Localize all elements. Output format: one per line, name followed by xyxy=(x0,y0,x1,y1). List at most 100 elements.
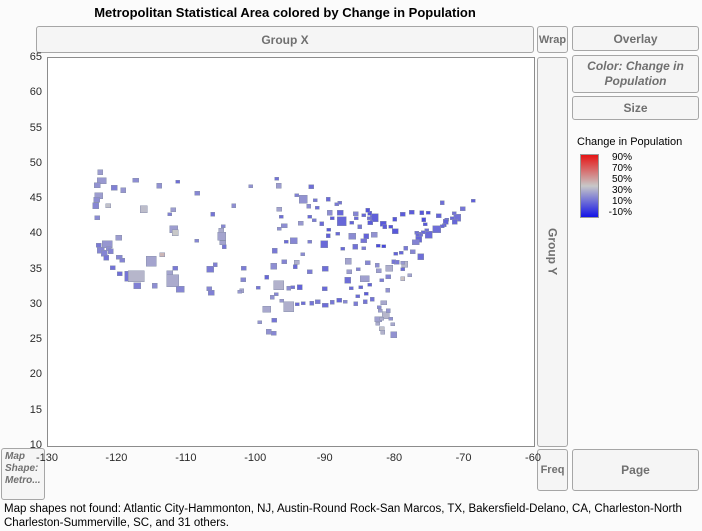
msa-shape[interactable] xyxy=(385,264,394,272)
msa-shape[interactable] xyxy=(364,292,369,296)
msa-shape[interactable] xyxy=(290,285,296,290)
msa-shape[interactable] xyxy=(378,308,383,313)
msa-shape[interactable] xyxy=(309,301,314,306)
msa-shape[interactable] xyxy=(217,231,226,241)
msa-shape[interactable] xyxy=(440,200,445,206)
msa-shape[interactable] xyxy=(294,193,300,197)
msa-shape[interactable] xyxy=(296,284,303,290)
msa-shape[interactable] xyxy=(385,308,391,313)
msa-shape[interactable] xyxy=(361,246,367,250)
msa-shape[interactable] xyxy=(435,213,442,218)
msa-shape[interactable] xyxy=(391,259,396,265)
msa-shape[interactable] xyxy=(417,253,425,260)
msa-shape[interactable] xyxy=(379,316,384,321)
msa-shape[interactable] xyxy=(274,176,279,181)
msa-shape[interactable] xyxy=(321,286,328,291)
msa-shape[interactable] xyxy=(460,206,466,211)
dropzone-size[interactable]: Size xyxy=(572,96,699,120)
msa-shape[interactable] xyxy=(110,265,116,270)
msa-shape[interactable] xyxy=(166,274,179,287)
msa-shape[interactable] xyxy=(421,217,426,222)
msa-shape[interactable] xyxy=(265,328,272,335)
msa-shape[interactable] xyxy=(281,259,287,264)
msa-shape[interactable] xyxy=(240,265,247,271)
msa-shape[interactable] xyxy=(426,210,431,215)
msa-shape[interactable] xyxy=(314,299,321,304)
msa-shape[interactable] xyxy=(388,224,393,229)
legend-color-gradient[interactable] xyxy=(580,154,599,218)
dropzone-map-shape[interactable]: Map Shape: Metro... xyxy=(1,448,45,500)
msa-shape[interactable] xyxy=(300,252,306,256)
msa-shape[interactable] xyxy=(115,255,123,260)
msa-shape[interactable] xyxy=(380,300,387,305)
msa-shape[interactable] xyxy=(410,249,416,254)
msa-shape[interactable] xyxy=(411,239,420,245)
msa-shape[interactable] xyxy=(349,286,354,290)
msa-shape[interactable] xyxy=(375,321,380,326)
msa-shape[interactable] xyxy=(231,203,237,208)
msa-shape[interactable] xyxy=(415,232,421,237)
msa-shape[interactable] xyxy=(107,248,114,254)
msa-shape[interactable] xyxy=(342,300,348,304)
msa-shape[interactable] xyxy=(380,329,386,335)
msa-shape[interactable] xyxy=(393,251,398,256)
msa-shape[interactable] xyxy=(392,217,397,222)
msa-shape[interactable] xyxy=(105,203,112,209)
msa-shape[interactable] xyxy=(311,218,317,223)
msa-shape[interactable] xyxy=(403,246,408,251)
msa-shape[interactable] xyxy=(390,322,395,326)
dropzone-group-y[interactable]: Group Y xyxy=(537,57,568,447)
msa-shape[interactable] xyxy=(408,209,415,215)
msa-shape[interactable] xyxy=(133,282,141,289)
msa-shape[interactable] xyxy=(286,286,292,291)
msa-shape[interactable] xyxy=(96,177,107,184)
msa-shape[interactable] xyxy=(271,318,278,323)
msa-shape[interactable] xyxy=(356,267,361,272)
msa-shape[interactable] xyxy=(292,264,298,270)
msa-shape[interactable] xyxy=(279,298,285,303)
msa-shape[interactable] xyxy=(167,212,173,216)
msa-shape[interactable] xyxy=(273,280,284,291)
msa-shape[interactable] xyxy=(280,223,288,228)
msa-shape[interactable] xyxy=(353,211,359,216)
msa-shape[interactable] xyxy=(93,197,100,203)
msa-shape[interactable] xyxy=(248,184,254,189)
msa-shape[interactable] xyxy=(344,276,352,284)
msa-shape[interactable] xyxy=(367,220,374,225)
msa-shape[interactable] xyxy=(119,258,126,263)
msa-shape[interactable] xyxy=(321,303,329,308)
msa-shape[interactable] xyxy=(367,283,373,287)
msa-shape[interactable] xyxy=(440,224,445,228)
msa-shape[interactable] xyxy=(400,267,406,272)
msa-shape[interactable] xyxy=(313,198,318,203)
msa-shape[interactable] xyxy=(166,270,173,276)
msa-shape[interactable] xyxy=(365,260,371,266)
msa-shape[interactable] xyxy=(327,209,333,216)
msa-shape[interactable] xyxy=(363,233,369,239)
msa-shape[interactable] xyxy=(294,259,300,265)
msa-shape[interactable] xyxy=(210,212,215,217)
msa-shape[interactable] xyxy=(314,205,320,210)
msa-shape[interactable] xyxy=(276,207,282,212)
msa-shape[interactable] xyxy=(94,182,101,188)
msa-shape[interactable] xyxy=(95,243,102,248)
msa-shape[interactable] xyxy=(381,244,387,248)
msa-shape[interactable] xyxy=(400,211,406,217)
msa-shape[interactable] xyxy=(103,255,109,261)
chart-title[interactable]: Metropolitan Statistical Area colored by… xyxy=(94,5,476,20)
msa-shape[interactable] xyxy=(319,221,324,226)
msa-shape[interactable] xyxy=(92,202,100,210)
msa-shape[interactable] xyxy=(264,275,270,280)
msa-shape[interactable] xyxy=(359,275,370,282)
msa-shape[interactable] xyxy=(355,294,360,299)
msa-shape[interactable] xyxy=(452,218,458,225)
msa-shape[interactable] xyxy=(306,203,311,209)
msa-shape[interactable] xyxy=(146,255,157,267)
msa-shape[interactable] xyxy=(156,182,162,189)
msa-shape[interactable] xyxy=(346,269,353,274)
msa-shape[interactable] xyxy=(194,239,200,243)
msa-shape[interactable] xyxy=(375,263,380,268)
msa-shape[interactable] xyxy=(382,224,387,229)
dropzone-color[interactable]: Color: Change in Population xyxy=(572,55,699,93)
msa-shape[interactable] xyxy=(175,179,181,184)
